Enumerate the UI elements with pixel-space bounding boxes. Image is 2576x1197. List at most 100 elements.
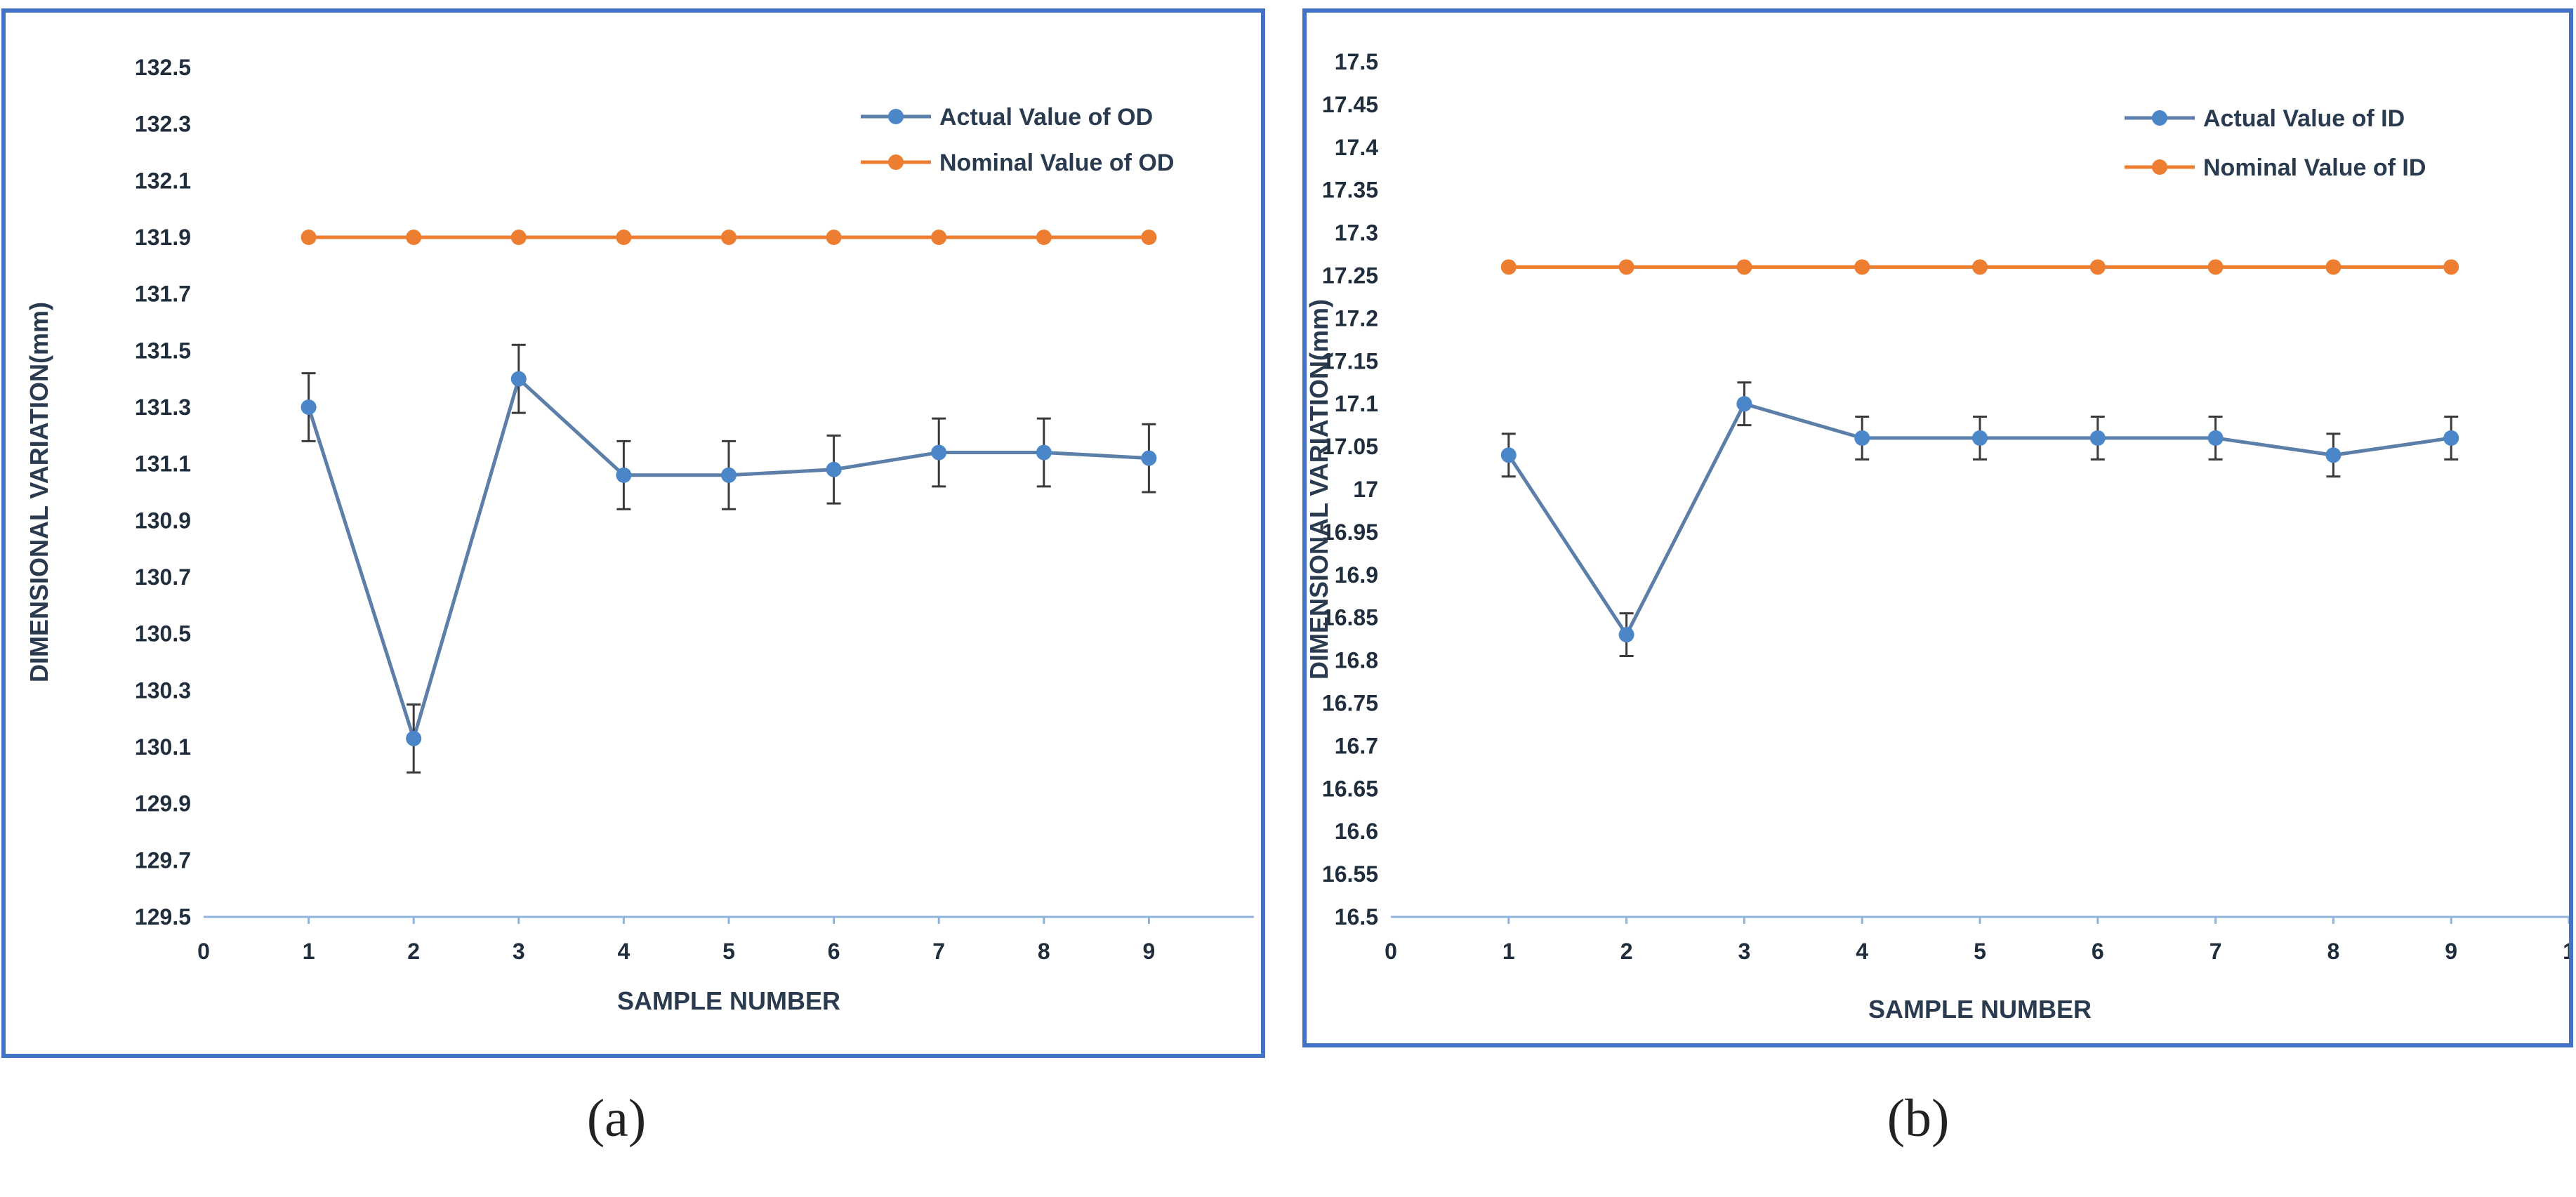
data-point-actual xyxy=(300,399,317,415)
y-tick-label: 16.7 xyxy=(1335,733,1378,758)
id-chart: 16.5 16.55 16.6 16.65 16.7 16.75 16.8 16.85 16.9… xyxy=(1307,49,2569,1024)
y-tick-label: 130.5 xyxy=(135,621,191,647)
y-tick-label: 129.7 xyxy=(135,847,191,873)
data-point-actual xyxy=(616,467,632,483)
data-point-actual xyxy=(1036,444,1052,461)
legend-marker-nominal xyxy=(888,154,904,170)
data-point-actual xyxy=(1500,447,1517,463)
y-tick-label: 130.1 xyxy=(135,734,191,760)
x-tick-label: 7 xyxy=(932,939,945,964)
y-tick-label: 131.5 xyxy=(135,338,191,363)
y-tick-label: 17.2 xyxy=(1335,305,1378,331)
data-point-nominal xyxy=(1500,259,1517,275)
x-tick-label: 0 xyxy=(1385,939,1397,964)
y-tick-label: 17.05 xyxy=(1322,434,1378,459)
data-point-nominal xyxy=(721,230,737,245)
y-tick-label: 17.45 xyxy=(1322,92,1378,117)
x-tick-label: 8 xyxy=(1038,939,1050,964)
data-point-actual xyxy=(2089,430,2106,446)
data-point-nominal xyxy=(406,230,422,245)
x-tick-label: 8 xyxy=(2327,939,2340,964)
chart-panel-a: 129.5 129.7 129.9 130.1 130.3 130.5 130.7 130.9… xyxy=(1,8,1265,1058)
x-tick-label: 3 xyxy=(1738,939,1751,964)
data-point-nominal xyxy=(1736,259,1752,275)
x-tick-label: 1 xyxy=(2563,939,2569,964)
y-tick-label: 131.9 xyxy=(135,225,191,250)
data-point-nominal xyxy=(1854,259,1870,275)
y-tick-label: 132.1 xyxy=(135,168,191,193)
y-tick-label: 131.1 xyxy=(135,451,191,477)
legend-label-nominal: Nominal Value of OD xyxy=(939,150,1174,176)
data-point-nominal xyxy=(1972,259,1988,275)
legend-marker-nominal xyxy=(2152,159,2167,175)
y-tick-label: 17 xyxy=(1353,477,1378,502)
x-tick-label: 1 xyxy=(1502,939,1515,964)
x-tick-label: 3 xyxy=(513,939,525,964)
y-tick-label: 130.7 xyxy=(135,564,191,590)
data-point-actual xyxy=(1972,430,1988,446)
y-tick-label: 17.25 xyxy=(1322,263,1378,289)
y-tick-label: 17.15 xyxy=(1322,348,1378,373)
y-tick-label: 16.55 xyxy=(1322,861,1378,887)
y-tick-label: 17.1 xyxy=(1335,391,1378,416)
y-tick-label: 16.9 xyxy=(1335,562,1378,588)
data-point-nominal xyxy=(2207,259,2224,275)
x-tick-label: 4 xyxy=(618,939,630,964)
data-point-nominal xyxy=(2443,259,2459,275)
y-tick-label: 131.7 xyxy=(135,282,191,307)
y-tick-label: 16.8 xyxy=(1335,648,1378,673)
series-line-actual xyxy=(307,376,1149,745)
y-tick-label: 16.6 xyxy=(1335,819,1378,844)
y-tick-label: 16.75 xyxy=(1322,691,1378,716)
x-tick-label: 9 xyxy=(1143,939,1156,964)
data-point-actual xyxy=(1736,396,1752,412)
y-axis-title: DIMENSIONAL VARIATION(mm) xyxy=(25,302,53,682)
data-point-nominal xyxy=(2089,259,2106,275)
data-point-nominal xyxy=(826,230,842,245)
data-point-actual xyxy=(931,444,947,461)
x-tick-label: 9 xyxy=(2445,939,2457,964)
x-tick-label: 6 xyxy=(2092,939,2104,964)
x-tick-label: 6 xyxy=(828,939,840,964)
y-tick-label: 16.65 xyxy=(1322,776,1378,801)
od-chart: 129.5 129.7 129.9 130.1 130.3 130.5 130.7 130.9… xyxy=(25,55,1254,1015)
x-tick-label: 5 xyxy=(722,939,735,964)
y-tick-label: 16.85 xyxy=(1322,605,1378,630)
x-tick-label: 7 xyxy=(2210,939,2222,964)
data-point-actual xyxy=(721,467,737,483)
x-tick-label: 5 xyxy=(1974,939,1986,964)
x-tick-label: 4 xyxy=(1856,939,1868,964)
data-point-actual xyxy=(2443,430,2459,446)
data-point-actual xyxy=(1854,430,1870,446)
y-tick-label: 129.9 xyxy=(135,791,191,816)
y-tick-label: 132.5 xyxy=(135,55,191,80)
legend-label-nominal: Nominal Value of ID xyxy=(2203,154,2426,181)
data-point-actual xyxy=(510,371,527,387)
y-tick-label: 16.5 xyxy=(1335,904,1378,930)
y-tick-label: 132.3 xyxy=(135,112,191,137)
y-tick-label: 17.3 xyxy=(1335,220,1378,246)
data-point-actual xyxy=(1618,627,1634,643)
y-tick-label: 17.5 xyxy=(1335,49,1378,74)
data-point-nominal xyxy=(616,230,632,245)
x-tick-label: 1 xyxy=(303,939,315,964)
y-axis-title: DIMENSIONAL VARIATION(mm) xyxy=(1307,299,1333,680)
data-point-actual xyxy=(406,730,422,746)
legend-marker-actual xyxy=(888,109,904,124)
caption-a: (a) xyxy=(586,1089,647,1148)
data-point-nominal xyxy=(300,230,317,245)
caption-b: (b) xyxy=(1887,1089,1950,1148)
y-tick-label: 17.35 xyxy=(1322,178,1378,203)
y-tick-label: 130.9 xyxy=(135,508,191,533)
y-tick-label: 131.3 xyxy=(135,395,191,420)
legend-label-actual: Actual Value of ID xyxy=(2203,105,2405,132)
x-axis-title: SAMPLE NUMBER xyxy=(617,986,840,1015)
data-point-actual xyxy=(826,461,842,477)
data-point-actual xyxy=(2325,447,2341,463)
x-tick-label: 0 xyxy=(197,939,210,964)
x-axis-title: SAMPLE NUMBER xyxy=(1868,995,2092,1024)
y-tick-label: 130.3 xyxy=(135,677,191,703)
legend-marker-actual xyxy=(2152,110,2167,126)
legend-label-actual: Actual Value of OD xyxy=(939,104,1153,131)
data-point-nominal xyxy=(931,230,947,245)
